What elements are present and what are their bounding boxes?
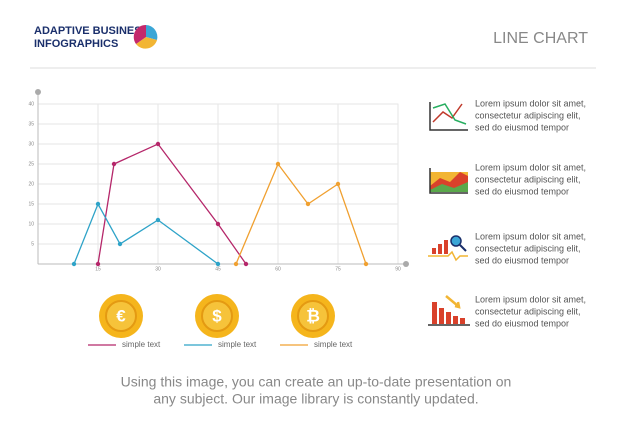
axis-end	[403, 261, 409, 267]
point	[111, 161, 117, 167]
point	[155, 217, 161, 223]
icon-search	[428, 235, 468, 262]
x-tick-label: 90	[395, 266, 401, 272]
point	[95, 261, 101, 267]
footer-line: any subject. Our image library is consta…	[153, 391, 478, 407]
y-tick-label: 5	[31, 241, 34, 247]
x-tick-label: 45	[215, 266, 221, 272]
x-tick-label: 75	[335, 266, 341, 272]
item-text: Lorem ipsum dolor sit amet,	[475, 294, 586, 304]
item-text: consectetur adipiscing elit,	[475, 243, 581, 253]
coin-symbol: ₿	[306, 306, 320, 325]
point	[305, 201, 311, 207]
x-tick-label: 15	[95, 266, 101, 272]
point	[71, 261, 77, 267]
y-tick-label: 40	[28, 101, 34, 107]
item-text: sed do eiusmod tempor	[475, 186, 569, 196]
point	[275, 161, 281, 167]
y-tick-label: 20	[28, 181, 34, 187]
item-text: Lorem ipsum dolor sit amet,	[475, 162, 586, 172]
coin-inner	[297, 300, 329, 332]
brand-line: ADAPTIVE BUSINESS	[34, 25, 149, 37]
point	[155, 141, 161, 147]
x-tick-label: 60	[275, 266, 281, 272]
coin-inner	[201, 300, 233, 332]
coin-inner	[105, 300, 137, 332]
coins: € $ ₿	[99, 294, 335, 338]
point	[243, 261, 249, 267]
point	[117, 241, 123, 247]
brand-icon	[133, 24, 158, 49]
item-text: sed do eiusmod tempor	[475, 318, 569, 328]
point	[215, 261, 221, 267]
icon-line	[429, 102, 468, 131]
y-tick-label: 10	[28, 221, 34, 227]
y-tick-label: 35	[28, 121, 34, 127]
brand-line: INFOGRAPHICS	[34, 38, 118, 50]
point	[233, 261, 239, 267]
point	[95, 201, 101, 207]
item-text: consectetur adipiscing elit,	[475, 306, 581, 316]
item-text: Lorem ipsum dolor sit amet,	[475, 231, 586, 241]
coin-symbol: $	[212, 306, 222, 325]
chart: 5 10 15 20 25 30 35 40 15 30 45 60 75 90 simple text si…	[28, 89, 409, 349]
item-text: sed do eiusmod tempor	[475, 255, 569, 265]
legend-label: simple text	[218, 340, 257, 349]
point	[363, 261, 369, 267]
icon-decline	[428, 295, 470, 326]
item-text: Lorem ipsum dolor sit amet,	[475, 98, 586, 108]
page-title: LINE CHART	[493, 30, 588, 47]
icon-area	[429, 168, 468, 194]
y-tick-label: 25	[28, 161, 34, 167]
item-text: sed do eiusmod tempor	[475, 122, 569, 132]
item-text: consectetur adipiscing elit,	[475, 174, 581, 184]
item-text: consectetur adipiscing elit,	[475, 110, 581, 120]
x-tick-label: 30	[155, 266, 161, 272]
y-tick-label: 30	[28, 141, 34, 147]
point	[335, 181, 341, 187]
coin-symbol: €	[116, 306, 126, 325]
legend-label: simple text	[314, 340, 353, 349]
footer-line: Using this image, you can create an up-t…	[121, 374, 512, 390]
axis-end	[35, 89, 41, 95]
point	[215, 221, 221, 227]
y-tick-label: 15	[28, 201, 34, 207]
items: Lorem ipsum dolor sit amet, consectetur a…	[475, 98, 586, 328]
legend-label: simple text	[122, 340, 161, 349]
